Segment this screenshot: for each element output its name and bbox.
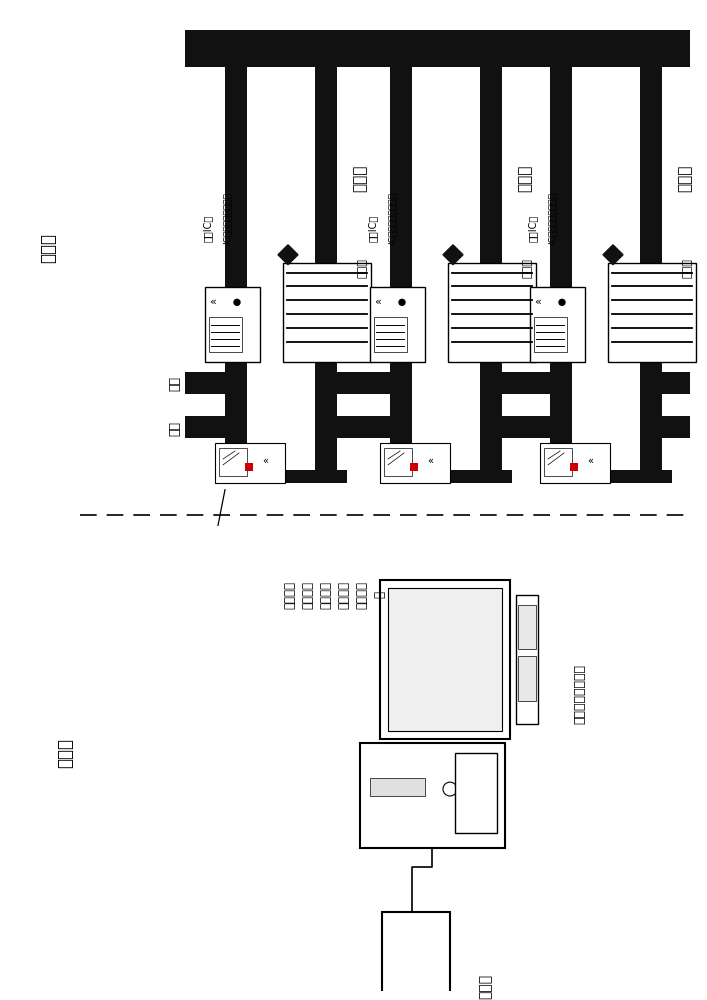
Text: 用户三: 用户三	[353, 165, 368, 192]
Text: 管理端: 管理端	[56, 738, 74, 768]
Bar	[315, 438, 337, 483]
Bar	[480, 372, 502, 438]
Bar	[534, 317, 567, 352]
Text: 可调流量: 可调流量	[320, 581, 332, 609]
Bar	[518, 656, 536, 701]
Bar	[412, 372, 480, 394]
Bar	[225, 67, 247, 372]
Text: 防盗电热: 防盗电热	[284, 581, 296, 609]
Bar	[247, 372, 315, 394]
Circle shape	[443, 782, 457, 796]
Text: 管理计算机及系统: 管理计算机及系统	[573, 664, 587, 724]
Text: 散热器: 散热器	[358, 258, 368, 278]
Bar	[550, 438, 572, 483]
Bar	[518, 605, 536, 649]
Text: 回水: 回水	[168, 421, 182, 436]
Bar	[185, 372, 690, 394]
Bar	[370, 287, 425, 362]
Bar	[380, 470, 512, 483]
Text: «: «	[587, 456, 593, 466]
Text: «: «	[427, 456, 433, 466]
Circle shape	[559, 299, 565, 305]
Text: 用户二: 用户二	[518, 165, 532, 192]
Circle shape	[399, 299, 405, 305]
Bar	[572, 416, 640, 438]
Polygon shape	[278, 245, 298, 265]
Bar	[540, 470, 672, 483]
Bar	[215, 443, 285, 483]
Text: 充値IC卡: 充値IC卡	[528, 214, 538, 242]
Text: «: «	[262, 456, 268, 466]
Text: 散热器: 散热器	[523, 258, 533, 278]
Text: «: «	[375, 296, 382, 306]
Bar	[245, 463, 253, 471]
Bar	[209, 317, 242, 352]
Circle shape	[234, 299, 240, 305]
Text: 充値IC卡: 充値IC卡	[203, 214, 213, 242]
Bar	[382, 912, 450, 1000]
Bar	[315, 372, 337, 438]
Bar	[225, 372, 247, 438]
Polygon shape	[603, 245, 623, 265]
Bar	[540, 443, 610, 483]
Bar	[185, 416, 690, 438]
Bar	[388, 588, 502, 731]
Bar	[410, 463, 418, 471]
Text: 进水: 进水	[168, 376, 182, 391]
Bar	[390, 372, 412, 438]
Bar	[550, 67, 572, 372]
Bar	[219, 448, 247, 476]
Bar	[448, 263, 536, 362]
Bar	[480, 438, 502, 483]
Bar	[315, 67, 337, 372]
Bar	[455, 753, 497, 833]
Text: ）: ）	[373, 591, 387, 598]
Bar	[225, 438, 247, 483]
Text: 充値IC卡: 充値IC卡	[368, 214, 378, 242]
Bar	[412, 416, 480, 438]
Bar	[640, 438, 662, 483]
Text: 充値机: 充値机	[478, 974, 492, 999]
Bar	[205, 287, 260, 362]
Bar	[380, 580, 510, 739]
Bar	[550, 372, 572, 438]
Text: 散热器: 散热器	[683, 258, 693, 278]
Polygon shape	[443, 245, 463, 265]
Bar	[360, 743, 505, 848]
Text: 平衡阀（: 平衡阀（	[337, 581, 351, 609]
Text: «: «	[209, 296, 216, 306]
Bar	[640, 67, 662, 372]
Text: IC卡式热计量温控器: IC卡式热计量温控器	[387, 192, 397, 244]
Bar	[530, 287, 585, 362]
Text: IC卡式热计量温控器: IC卡式热计量温控器	[547, 192, 556, 244]
Bar	[640, 372, 662, 438]
Text: IC卡式热计量温控器: IC卡式热计量温控器	[223, 192, 231, 244]
Bar	[516, 595, 538, 724]
Bar	[215, 470, 347, 483]
Bar	[370, 778, 425, 796]
Bar	[480, 67, 502, 372]
Bar	[572, 372, 640, 394]
Text: 用户一: 用户一	[677, 165, 692, 192]
Bar	[608, 263, 696, 362]
Bar	[390, 67, 412, 372]
Bar	[380, 443, 450, 483]
Text: «: «	[534, 296, 542, 306]
Bar	[374, 317, 407, 352]
Bar	[390, 438, 412, 483]
Bar	[384, 448, 412, 476]
Text: 客户端: 客户端	[39, 233, 57, 263]
Bar	[185, 30, 690, 67]
Bar	[247, 416, 315, 438]
Text: 管道井内: 管道井内	[356, 581, 368, 609]
Bar	[283, 263, 371, 362]
Text: 执行器和: 执行器和	[301, 581, 315, 609]
Bar	[544, 448, 572, 476]
Bar	[570, 463, 578, 471]
